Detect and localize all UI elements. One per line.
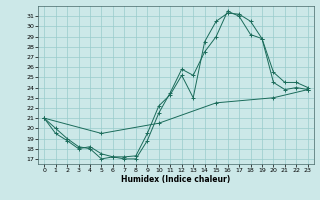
X-axis label: Humidex (Indice chaleur): Humidex (Indice chaleur) — [121, 175, 231, 184]
